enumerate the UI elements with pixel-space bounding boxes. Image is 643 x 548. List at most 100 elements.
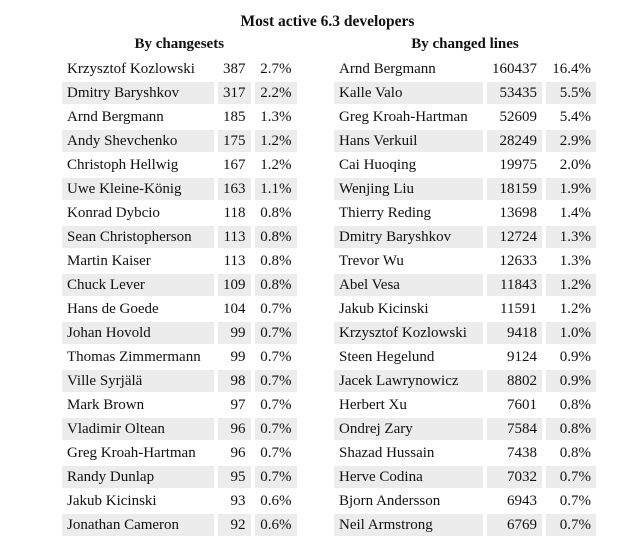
cell-gap [483,82,487,104]
percent-value: 0.8% [260,205,292,221]
cell-gap [214,394,218,416]
count-value: 12724 [487,226,542,248]
cell-gap [483,298,487,320]
percent-value: 1.3% [559,253,591,269]
table-row: Greg Kroah-Hartman 96 0.7% [62,442,297,464]
table-row: Johan Hovold 99 0.7% [62,322,297,344]
count-value: 11591 [500,301,537,317]
percent-value: 1.4% [559,205,591,221]
cell-gap [483,346,487,368]
cell-gap [250,322,255,344]
cell-gap [250,130,255,152]
percent-value: 1.2% [546,274,596,296]
count-value: 18159 [487,178,542,200]
developer-name: Mark Brown [67,397,145,413]
count-value: 175 [218,130,251,152]
cell-gap [250,418,255,440]
table-row: Arnd Bergmann 185 1.3% [62,106,297,128]
table-row: Jacek Lawrynowicz 8802 0.9% [334,370,596,392]
percent-value: 0.6% [254,514,297,536]
cell-gap [542,514,546,536]
cell-gap [214,274,218,296]
count-value: 113 [218,226,251,248]
cell-gap [483,370,487,392]
lines-panel: By changed lines Arnd Bergmann 160437 16.4… [334,34,596,538]
percent-value: 0.6% [260,493,292,509]
table-row: Mark Brown 97 0.7% [62,394,297,416]
table-row: Randy Dunlap 95 0.7% [62,466,297,488]
count-value: 97 [230,397,246,413]
count-value: 19975 [499,157,538,173]
cell-gap [542,322,546,344]
cell-gap [250,226,255,248]
cell-gap [483,322,487,344]
percent-value: 0.8% [559,445,591,461]
developer-name: Cai Huoqing [339,157,417,173]
cell-gap [214,442,218,464]
table-row: Hans Verkuil 28249 2.9% [334,130,596,152]
table-row: Herve Codina 7032 0.7% [334,466,596,488]
percent-value: 1.1% [254,178,297,200]
table-row: Vladimir Oltean 96 0.7% [62,418,297,440]
count-value: 53435 [487,82,542,104]
percent-value: 0.7% [546,466,596,488]
table-row: Arnd Bergmann 160437 16.4% [334,58,596,80]
table-row: Uwe Kleine-König 163 1.1% [62,178,297,200]
cell-gap [483,130,487,152]
percent-value: 2.2% [254,82,297,104]
developer-name: Hans de Goede [67,301,159,317]
developer-name: Arnd Bergmann [339,61,436,77]
changesets-panel: By changesets Krzysztof Kozlowski 387 2.7%… [62,34,297,538]
cell-gap [250,178,255,200]
percent-value: 0.8% [254,226,297,248]
cell-gap [483,250,487,272]
cell-gap [214,178,218,200]
cell-gap [214,322,218,344]
table-row: Chuck Lever 109 0.8% [62,274,297,296]
developer-name: Hans Verkuil [334,130,483,152]
developer-name: Randy Dunlap [62,466,214,488]
table-row: Herbert Xu 7601 0.8% [334,394,596,416]
count-value: 104 [223,301,246,317]
developer-name: Chuck Lever [62,274,214,296]
table-row: Konrad Dybcio 118 0.8% [62,202,297,224]
developer-name: Uwe Kleine-König [62,178,214,200]
cell-gap [250,490,255,512]
cell-gap [542,154,546,176]
count-value: 6943 [507,493,537,509]
table-row: Cai Huoqing 19975 2.0% [334,154,596,176]
count-value: 12633 [499,253,538,269]
table-row: Dmitry Baryshkov 317 2.2% [62,82,297,104]
developer-name: Thierry Reding [339,205,432,221]
developer-name: Vladimir Oltean [62,418,214,440]
cell-gap [250,82,255,104]
table-row: Sean Christopherson 113 0.8% [62,226,297,248]
developer-name: Jonathan Cameron [62,514,214,536]
developer-name: Greg Kroah-Hartman [339,109,468,125]
count-value: 98 [218,370,251,392]
table-row: Jonathan Cameron 92 0.6% [62,514,297,536]
percent-value: 1.3% [546,226,596,248]
percent-value: 2.7% [260,61,292,77]
developer-name: Christoph Hellwig [67,157,179,173]
percent-value: 0.9% [546,370,596,392]
cell-gap [250,442,255,464]
table-row: Jakub Kicinski 11591 1.2% [334,298,596,320]
table-row: Kalle Valo 53435 5.5% [334,82,596,104]
count-value: 96 [230,445,246,461]
changesets-table-body: Krzysztof Kozlowski 387 2.7% Dmitry Baryshk… [62,58,297,536]
count-value: 9124 [507,349,537,365]
developer-name: Krzysztof Kozlowski [334,322,483,344]
percent-value: 16.4% [552,61,591,77]
cell-gap [214,226,218,248]
cell-gap [250,466,255,488]
developer-name: Greg Kroah-Hartman [67,445,196,461]
cell-gap [542,130,546,152]
cell-gap [214,130,218,152]
count-value: 163 [218,178,251,200]
count-value: 96 [218,418,251,440]
cell-gap [542,274,546,296]
count-value: 7601 [507,397,537,413]
count-value: 113 [223,253,246,269]
developer-name: Sean Christopherson [62,226,214,248]
